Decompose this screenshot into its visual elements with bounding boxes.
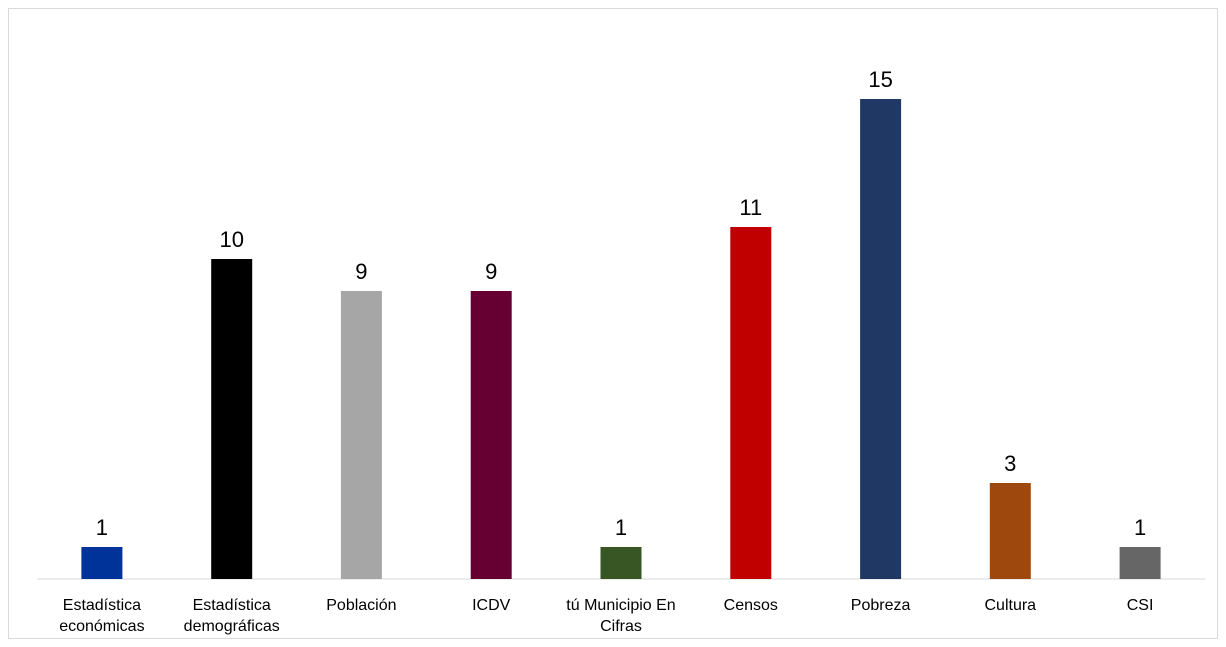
category-label-4-line-0: tú Municipio En	[566, 597, 675, 614]
category-label-2: Población	[326, 597, 396, 614]
value-label-3: 9	[485, 259, 497, 284]
value-label-7: 3	[1004, 451, 1016, 476]
category-label-4-line-1: Cifras	[600, 618, 642, 635]
category-label-3: ICDV	[472, 597, 511, 614]
category-label-1: Estadística demográficas	[184, 597, 280, 635]
category-label-7: Cultura	[985, 597, 1037, 614]
value-label-2: 9	[355, 259, 367, 284]
bar-5	[730, 227, 772, 579]
bar-2	[340, 291, 382, 579]
value-label-5: 11	[739, 195, 762, 220]
bars-group	[81, 99, 1161, 579]
category-label-8-line-0: CSI	[1127, 597, 1154, 614]
category-label-0: Estadística económicas	[59, 597, 144, 635]
category-label-5: Censos	[724, 597, 778, 614]
bar-8	[1119, 547, 1161, 579]
bar-4	[600, 547, 642, 579]
category-label-6-line-0: Pobreza	[851, 597, 911, 614]
bar-6	[860, 99, 902, 579]
category-label-7-line-0: Cultura	[985, 597, 1037, 614]
category-label-0-line-0: Estadística	[63, 597, 141, 614]
chart-frame: 1 10 9 9 1 11 15 3 1 Estadística económicas Estadí…	[8, 8, 1218, 639]
value-label-1: 10	[219, 227, 243, 252]
category-label-5-line-0: Censos	[724, 597, 778, 614]
category-label-4: tú Municipio En Cifras	[566, 597, 675, 635]
category-label-6: Pobreza	[851, 597, 911, 614]
category-label-0-line-1: económicas	[59, 618, 144, 635]
category-label-8: CSI	[1127, 597, 1154, 614]
value-label-4: 1	[615, 515, 627, 540]
category-label-1-line-0: Estadística	[193, 597, 271, 614]
category-label-1-line-1: demográficas	[184, 618, 280, 635]
bar-7	[989, 483, 1031, 579]
value-label-6: 15	[868, 67, 892, 92]
bar-3	[470, 291, 512, 579]
bar-1	[211, 259, 253, 579]
value-label-8: 1	[1134, 515, 1146, 540]
category-labels-group: Estadística económicas Estadística demográf…	[59, 597, 1153, 635]
category-label-3-line-0: ICDV	[472, 597, 511, 614]
bar-0	[81, 547, 123, 579]
category-label-2-line-0: Población	[326, 597, 396, 614]
value-label-0: 1	[96, 515, 108, 540]
